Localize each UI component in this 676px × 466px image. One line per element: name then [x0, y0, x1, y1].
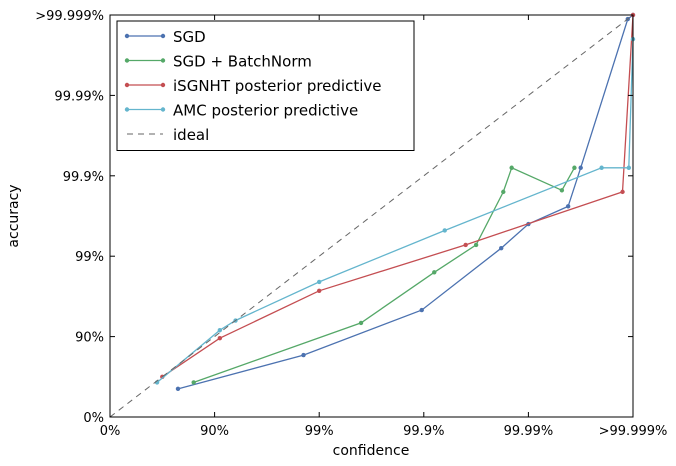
plot-frame — [109, 14, 634, 418]
data-point — [501, 189, 506, 195]
y-tick-label: 99.99% — [54, 89, 104, 104]
data-point — [217, 336, 223, 341]
series-isgnht-posterior-predictive — [160, 12, 636, 379]
x-tick-label: 90% — [200, 424, 229, 439]
data-point — [620, 189, 625, 195]
legend-marker — [160, 82, 166, 88]
y-tick-label: 99.9% — [63, 170, 104, 185]
data-point — [463, 242, 468, 248]
data-point — [599, 165, 604, 170]
data-point — [578, 165, 583, 170]
legend-label: iSGNHT posterior predictive — [173, 77, 382, 95]
data-point — [217, 327, 223, 333]
axis-ticks: 0% 90% 99% 99.9% 99.99% >99.999% 0% 90% 99% 99.9%… — [35, 9, 667, 439]
legend-box — [116, 20, 415, 151]
series-line — [161, 14, 634, 378]
series-line — [156, 39, 634, 383]
legend-label: AMC posterior predictive — [173, 102, 358, 120]
legend-label: SGD — [173, 28, 206, 46]
x-tick-label: 99.99% — [504, 424, 554, 439]
data-point — [499, 245, 504, 251]
data-point — [559, 188, 565, 193]
data-point — [419, 307, 424, 313]
data-point — [317, 279, 322, 285]
data-point — [626, 165, 632, 170]
data-point — [565, 204, 571, 209]
legend-marker — [160, 33, 166, 39]
y-axis-label: accuracy — [6, 184, 22, 247]
legend-marker — [124, 58, 130, 63]
legend-label: ideal — [173, 126, 209, 144]
data-point — [317, 288, 322, 293]
legend-marker — [160, 58, 166, 63]
x-tick-label: 0% — [100, 424, 121, 439]
series-sgd-batchnorm — [191, 165, 577, 385]
legend-marker — [124, 82, 130, 88]
legend-marker — [160, 107, 166, 112]
legend-marker — [124, 33, 130, 39]
y-tick-label: 90% — [75, 331, 104, 346]
data-point — [358, 320, 364, 326]
series-line — [193, 166, 575, 384]
data-point — [442, 228, 447, 233]
data-point — [572, 165, 577, 170]
legend: SGD SGD + BatchNorm iSGNHT posterior predi… — [116, 20, 415, 151]
legend-marker — [124, 107, 130, 112]
legend-label: SGD + BatchNorm — [173, 53, 312, 71]
data-point — [473, 242, 479, 248]
y-tick-label: 0% — [83, 411, 104, 426]
x-tick-label: 99.9% — [403, 424, 444, 439]
data-point — [301, 352, 306, 358]
data-point — [509, 165, 514, 170]
x-axis-label: confidence — [333, 443, 410, 459]
data-point — [175, 386, 181, 392]
y-tick-label: 99% — [75, 250, 104, 265]
x-tick-label: >99.999% — [599, 424, 668, 439]
data-point — [432, 270, 437, 275]
data-point — [191, 380, 196, 385]
y-tick-label: >99.999% — [35, 9, 104, 24]
x-tick-label: 99% — [305, 424, 334, 439]
series-layer — [109, 12, 636, 418]
